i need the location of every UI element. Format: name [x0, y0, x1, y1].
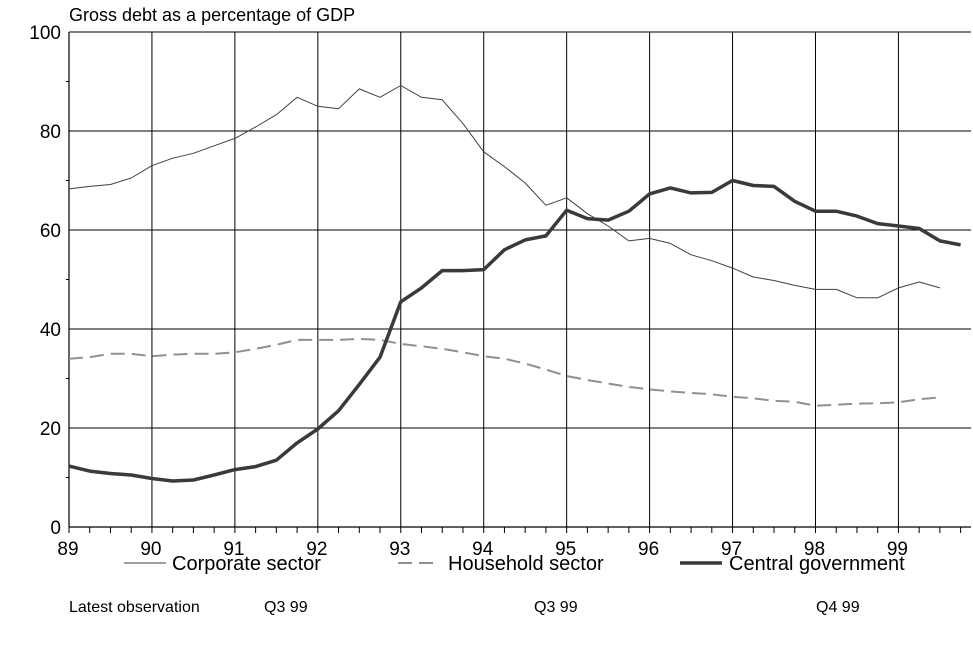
x-tick-label: 96 — [638, 539, 659, 560]
x-tick-label: 93 — [389, 539, 410, 560]
y-tick-label: 100 — [29, 23, 61, 44]
axes: 0 20 40 60 80 100 89 90 91 92 93 94 95 96 97 98 99 — [29, 23, 971, 560]
x-tick-label: 97 — [721, 539, 742, 560]
series-lines — [68, 85, 961, 483]
series-line-corporate-sector — [68, 85, 941, 299]
grid-lines — [69, 31, 971, 527]
x-tick-label: 89 — [57, 539, 78, 560]
legend-label-household: Household sector — [448, 553, 604, 575]
legend-label-corporate: Corporate sector — [172, 553, 321, 575]
y-tick-label: 40 — [40, 320, 61, 341]
footer-corporate-latest: Q3 99 — [264, 599, 308, 616]
series-line-central-government — [68, 178, 961, 483]
footer-central-latest: Q4 99 — [816, 599, 860, 616]
x-tick-label: 98 — [804, 539, 825, 560]
series-line-household-sector — [68, 337, 940, 407]
y-tick-label: 20 — [40, 419, 61, 440]
footer: Latest observation Q3 99 Q3 99 Q4 99 — [69, 599, 860, 616]
y-tick-label: 60 — [40, 221, 61, 242]
y-tick-label: 0 — [50, 518, 61, 539]
legend-label-central: Central government — [729, 553, 905, 575]
x-tick-label: 90 — [140, 539, 161, 560]
x-tick-label: 99 — [887, 539, 908, 560]
footer-latest-observation-label: Latest observation — [69, 599, 200, 616]
x-tick-label: 94 — [472, 539, 494, 560]
legend: Corporate sector Household sector Centra… — [124, 553, 905, 575]
chart-subtitle: Gross debt as a percentage of GDP — [69, 5, 355, 25]
x-tick-label: 91 — [223, 539, 244, 560]
x-tick-label: 92 — [306, 539, 327, 560]
footer-household-latest: Q3 99 — [534, 599, 578, 616]
x-tick-label: 95 — [555, 539, 576, 560]
y-tick-label: 80 — [40, 122, 61, 143]
